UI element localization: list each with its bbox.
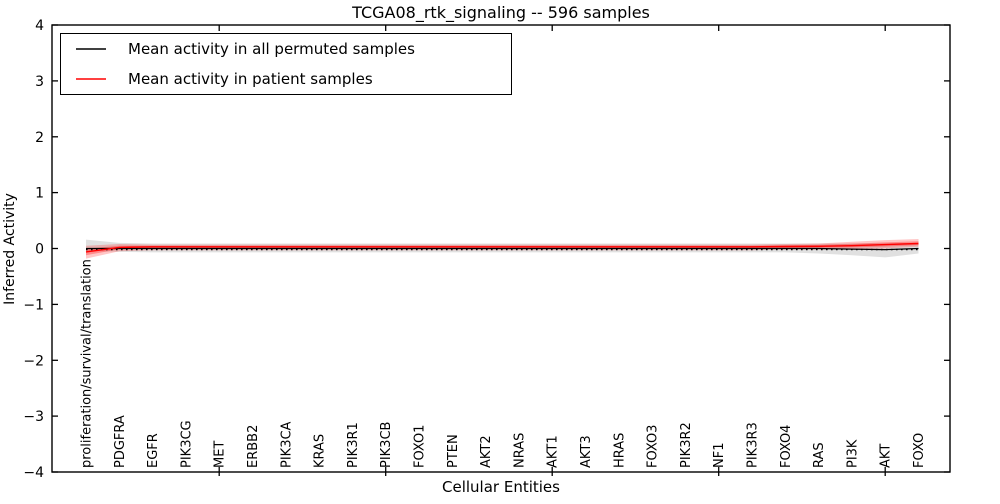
- x-category-label: FOXO1: [413, 425, 428, 468]
- x-axis-label: Cellular Entities: [442, 478, 560, 496]
- y-tick-label: −2: [23, 353, 44, 369]
- x-category-label: EGFR: [146, 433, 161, 468]
- y-tick-label: 2: [35, 130, 44, 146]
- x-category-label: PIK3R2: [679, 422, 694, 468]
- plot-title: TCGA08_rtk_signaling -- 596 samples: [352, 3, 650, 22]
- x-category-label: PIK3R1: [346, 422, 361, 468]
- y-tick-label: 3: [35, 74, 44, 90]
- x-category-label: NF1: [712, 443, 727, 468]
- x-category-label: AKT2: [479, 435, 494, 468]
- x-category-label: AKT: [879, 444, 894, 468]
- legend: Mean activity in all permuted samples Me…: [60, 33, 512, 95]
- x-category-label: HRAS: [612, 433, 627, 468]
- x-category-label: PDGFRA: [113, 415, 128, 468]
- legend-item-patient: Mean activity in patient samples: [61, 64, 511, 93]
- y-axis-label: Inferred Activity: [2, 193, 18, 305]
- x-category-label: RAS: [812, 442, 827, 468]
- legend-item-permuted: Mean activity in all permuted samples: [61, 35, 511, 64]
- y-tick-label: 1: [35, 186, 44, 202]
- y-tick-label: 0: [35, 242, 44, 258]
- x-category-label: FOXO: [912, 433, 927, 468]
- x-category-label: proliferation/survival/translation: [80, 259, 95, 468]
- patient-line-swatch-icon: [76, 78, 106, 80]
- x-category-label: AKT1: [546, 435, 561, 468]
- legend-label-permuted: Mean activity in all permuted samples: [128, 40, 415, 59]
- patient-mean-line: [85, 242, 919, 253]
- x-category-label: PIK3R3: [746, 422, 761, 468]
- x-category-label: KRAS: [313, 434, 328, 468]
- permuted-mean-line: [86, 247, 919, 251]
- x-category-label: PIK3CG: [179, 420, 194, 468]
- y-tick-label: −4: [23, 465, 44, 481]
- x-category-label: PI3K: [845, 439, 860, 468]
- x-category-label: PIK3CB: [379, 422, 394, 468]
- x-category-label: AKT3: [579, 435, 594, 468]
- permuted-line-swatch-icon: [76, 48, 106, 50]
- x-category-label: FOXO3: [646, 425, 661, 468]
- x-category-label: PIK3CA: [279, 421, 294, 468]
- x-category-label: NRAS: [512, 433, 527, 468]
- x-category-label: FOXO4: [779, 425, 794, 468]
- x-category-label: ERBB2: [246, 425, 261, 468]
- y-tick-label: 4: [35, 18, 44, 34]
- x-category-label: MET: [213, 441, 228, 468]
- legend-label-patient: Mean activity in patient samples: [128, 69, 373, 88]
- x-category-label: PTEN: [446, 434, 461, 468]
- y-tick-label: −3: [23, 409, 44, 425]
- y-tick-label: −1: [23, 297, 44, 313]
